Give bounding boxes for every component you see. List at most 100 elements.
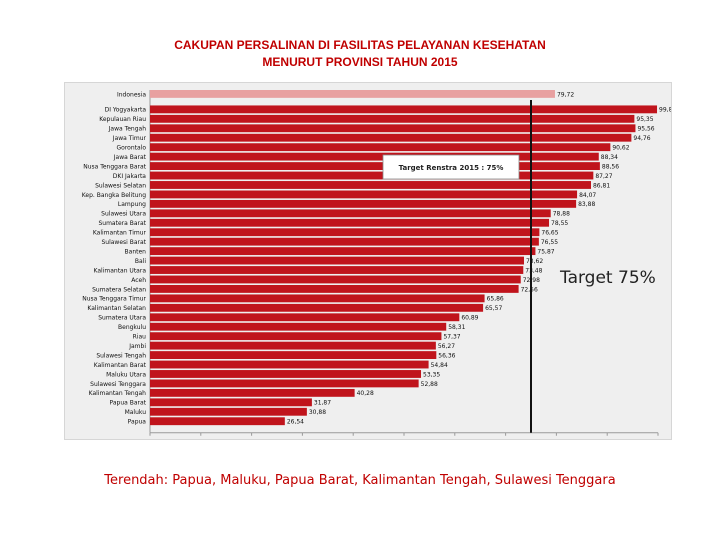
chart-title-line2: MENURUT PROVINSI TAHUN 2015 (262, 55, 458, 69)
value-label-7: 88,56 (602, 163, 619, 170)
value-label-31: 40,28 (357, 390, 374, 397)
category-label-24: Bengkulu (118, 324, 146, 331)
bar-9 (150, 181, 591, 189)
category-label-34: Papua (128, 419, 147, 426)
bar-4 (150, 133, 632, 142)
bar-22 (150, 303, 484, 312)
value-label-32: 31,87 (314, 400, 331, 407)
bar-28 (150, 360, 429, 369)
category-label-20: Sumatera Selatan (92, 286, 146, 293)
value-label-3: 95,56 (637, 126, 654, 133)
category-label-8: DKI Jakarta (113, 173, 147, 180)
bar-14 (150, 228, 540, 237)
bar-31 (150, 388, 355, 397)
bar-15 (150, 237, 539, 246)
category-label-14: Kalimantan Timur (93, 230, 147, 237)
category-label-12: Sulawesi Utara (101, 211, 146, 218)
bar-30 (150, 379, 419, 388)
category-label-3: Jawa Tengah (108, 126, 147, 133)
category-label-31: Kalimantan Tengah (89, 390, 147, 397)
category-label-33: Maluku (125, 409, 147, 416)
value-label-12: 78,88 (553, 211, 570, 218)
bar-8 (150, 171, 594, 180)
value-label-11: 83,88 (578, 201, 595, 208)
target-annotation-box (382, 154, 520, 180)
category-label-13: Sumatera Barat (98, 220, 146, 227)
chart-area: Indonesia 79,72 DI Yogyakarta 99,81 Kepulaua… (64, 82, 672, 440)
bar-18 (150, 266, 524, 274)
bar-0 (150, 90, 555, 98)
bar-27 (150, 351, 437, 359)
value-label-5: 90,62 (612, 145, 629, 152)
bar-chart: Indonesia 79,72 DI Yogyakarta 99,81 Kepulaua… (82, 90, 671, 436)
bar-12 (150, 209, 551, 218)
bar-16 (150, 247, 536, 256)
category-label-15: Sulawesi Barat (101, 239, 146, 246)
value-label-0: 79,72 (557, 91, 574, 98)
category-label-4: Jawa Timur (112, 135, 147, 142)
value-label-26: 56,27 (438, 343, 455, 350)
bar-25 (150, 332, 442, 341)
bar-3 (150, 124, 636, 133)
category-label-1: DI Yogyakarta (105, 107, 147, 114)
bar-24 (150, 322, 447, 331)
category-label-0: Indonesia (117, 91, 146, 98)
value-label-9: 86,81 (593, 182, 610, 189)
bar-32 (150, 398, 312, 407)
bar-1 (150, 105, 658, 114)
category-label-27: Sulawesi Tengah (96, 352, 146, 359)
bar-10 (150, 190, 578, 199)
value-label-13: 78,55 (551, 220, 568, 227)
value-label-2: 95,35 (636, 116, 653, 123)
bar-19 (150, 275, 521, 284)
value-label-1: 99,81 (659, 107, 671, 114)
value-label-23: 60,89 (461, 315, 478, 322)
category-label-5: Gorontalo (117, 145, 147, 152)
bar-17 (150, 256, 524, 265)
value-label-25: 57,37 (443, 334, 460, 341)
category-label-17: Bali (135, 258, 146, 265)
category-label-25: Riau (133, 334, 147, 341)
value-label-29: 53,35 (423, 371, 440, 378)
bar-7 (150, 162, 600, 170)
category-label-32: Papua Barat (109, 400, 146, 407)
value-label-21: 65,86 (487, 296, 504, 303)
bar-5 (150, 143, 611, 152)
bar-34 (150, 417, 285, 426)
category-label-9: Sulawesi Selatan (95, 182, 146, 189)
value-label-4: 94,76 (633, 135, 650, 142)
bar-26 (150, 341, 436, 350)
footer-note: Terendah: Papua, Maluku, Papua Barat, Ka… (104, 473, 616, 488)
category-label-11: Lampung (118, 201, 146, 208)
category-label-6: Jawa Barat (113, 154, 147, 161)
category-label-22: Kalimantan Selatan (87, 305, 146, 312)
value-label-27: 56,36 (438, 352, 455, 359)
bar-33 (150, 407, 307, 416)
value-label-16: 75,87 (537, 248, 554, 255)
value-label-33: 30,88 (309, 409, 326, 416)
category-label-28: Kalimantan Barat (94, 362, 147, 369)
value-label-20: 72,56 (521, 286, 538, 293)
target-annotation-text: Target Renstra 2015 : 75% (399, 164, 504, 172)
value-label-24: 58,31 (448, 324, 465, 331)
value-label-8: 87,27 (595, 173, 612, 180)
bar-20 (150, 285, 519, 293)
value-label-34: 26,54 (287, 419, 304, 426)
category-label-29: Maluku Utara (106, 371, 146, 378)
bar-29 (150, 370, 422, 378)
value-label-22: 65,57 (485, 305, 502, 312)
value-label-15: 76,55 (541, 239, 558, 246)
category-label-10: Kep. Bangka Belitung (82, 192, 146, 199)
value-label-30: 52,88 (421, 381, 438, 388)
category-label-23: Sumatera Utara (98, 315, 146, 322)
value-label-18: 73,48 (525, 267, 542, 274)
bar-6 (150, 152, 599, 161)
category-label-18: Kalimantan Utara (94, 267, 147, 274)
bar-13 (150, 218, 550, 227)
target-label: Target 75% (560, 268, 656, 288)
bar-21 (150, 294, 485, 303)
bar-2 (150, 114, 635, 123)
bar-23 (150, 313, 460, 322)
bar-11 (150, 199, 577, 208)
category-label-7: Nusa Tenggara Barat (83, 163, 146, 170)
